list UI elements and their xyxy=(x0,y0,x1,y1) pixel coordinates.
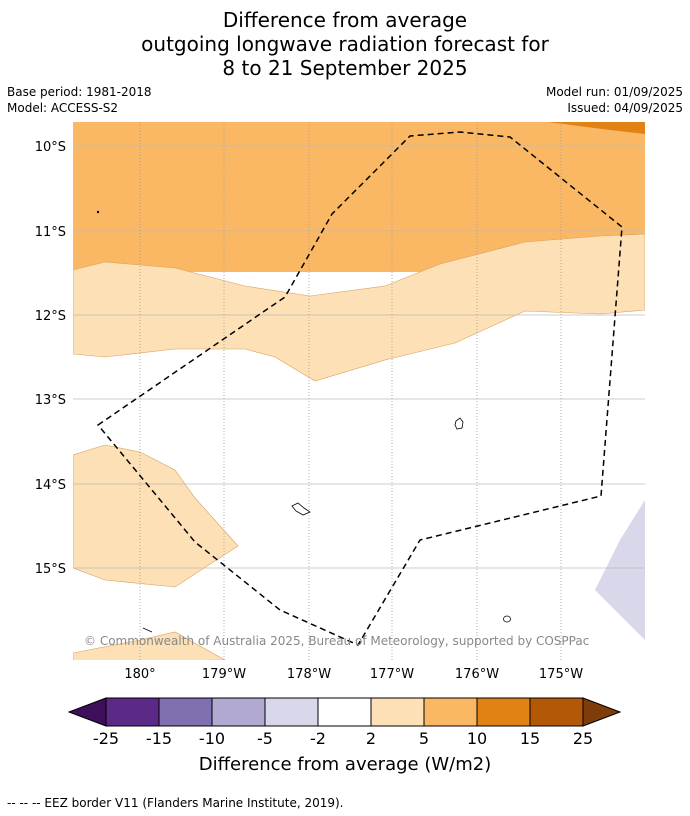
lat-label: 15°S xyxy=(35,562,66,577)
colorbar-swatch xyxy=(158,697,213,727)
anomaly-region-minus-2-5 xyxy=(595,500,645,640)
colorbar-tick: 10 xyxy=(467,729,487,748)
longitude-labels: 180° 179°W 178°W 177°W 176°W 175°W xyxy=(124,667,583,682)
colorbar-swatch xyxy=(529,697,584,727)
base-period: Base period: 1981-2018 xyxy=(7,85,152,99)
lon-label: 178°W xyxy=(287,667,331,682)
title-line-3: 8 to 21 September 2025 xyxy=(222,56,468,80)
latitude-labels: 10°S 11°S 12°S 13°S 14°S 15°S xyxy=(35,140,66,577)
colorbar-arrow-high xyxy=(582,697,622,727)
colorbar-swatch xyxy=(476,697,531,727)
colorbar-arrow-low xyxy=(67,697,107,727)
island xyxy=(503,615,511,623)
colorbar-tick: 5 xyxy=(419,729,429,748)
lat-label: 10°S xyxy=(35,140,66,155)
colorbar-swatch xyxy=(264,697,319,727)
island xyxy=(96,210,100,214)
lon-label: 176°W xyxy=(455,667,499,682)
lon-label: 180° xyxy=(124,667,155,682)
copyright-text: © Commonwealth of Australia 2025, Bureau… xyxy=(84,634,589,648)
map-title: Difference from average outgoing longwav… xyxy=(0,8,690,80)
lat-label: 13°S xyxy=(35,393,66,408)
colorbar-ticks: -25 -15 -10 -5 -2 2 5 10 15 25 xyxy=(93,729,593,748)
colorbar-swatch xyxy=(370,697,425,727)
meta-right: Model run: 01/09/2025 Issued: 04/09/2025 xyxy=(546,84,683,116)
colorbar-tick: -25 xyxy=(93,729,119,748)
eez-border xyxy=(96,131,623,646)
anomaly-region-2-5-west xyxy=(73,444,239,588)
colorbar-swatch xyxy=(423,697,478,727)
meta-left: Base period: 1981-2018 Model: ACCESS-S2 xyxy=(7,84,152,116)
lat-label: 11°S xyxy=(35,225,66,240)
island xyxy=(142,627,153,633)
colorbar-swatch xyxy=(317,697,372,727)
island xyxy=(454,417,464,430)
colorbar-tick: -5 xyxy=(257,729,273,748)
model-name: Model: ACCESS-S2 xyxy=(7,101,119,115)
colorbar-tick: -2 xyxy=(310,729,326,748)
model-run: Model run: 01/09/2025 xyxy=(545,85,683,99)
colorbar-tick: -10 xyxy=(199,729,225,748)
island xyxy=(291,502,311,516)
lon-label: 177°W xyxy=(370,667,414,682)
anomaly-region-10-15 xyxy=(548,122,645,134)
colorbar-tick: 25 xyxy=(573,729,593,748)
lat-label: 14°S xyxy=(35,478,66,493)
colorbar-label: Difference from average (W/m2) xyxy=(199,754,491,775)
map-gridlines xyxy=(73,122,645,660)
lat-label: 12°S xyxy=(35,309,66,324)
colorbar-swatch xyxy=(211,697,266,727)
colorbar: -25 -15 -10 -5 -2 2 5 10 15 25 Differenc… xyxy=(67,697,622,775)
colorbar-tick: 2 xyxy=(366,729,376,748)
lon-label: 179°W xyxy=(202,667,246,682)
eez-legend: -- -- -- EEZ border V11 (Flanders Marine… xyxy=(7,796,344,810)
map-area: © Commonwealth of Australia 2025, Bureau… xyxy=(73,122,645,660)
title-line-2: outgoing longwave radiation forecast for xyxy=(141,32,549,56)
anomaly-region-2-5-southwest xyxy=(73,631,226,660)
colorbar-tick: -15 xyxy=(146,729,172,748)
lon-label: 175°W xyxy=(539,667,583,682)
issued-date: Issued: 04/09/2025 xyxy=(567,101,683,115)
title-line-1: Difference from average xyxy=(222,8,468,32)
colorbar-swatch xyxy=(105,697,160,727)
colorbar-tick: 15 xyxy=(520,729,540,748)
island-outlines xyxy=(96,210,511,633)
